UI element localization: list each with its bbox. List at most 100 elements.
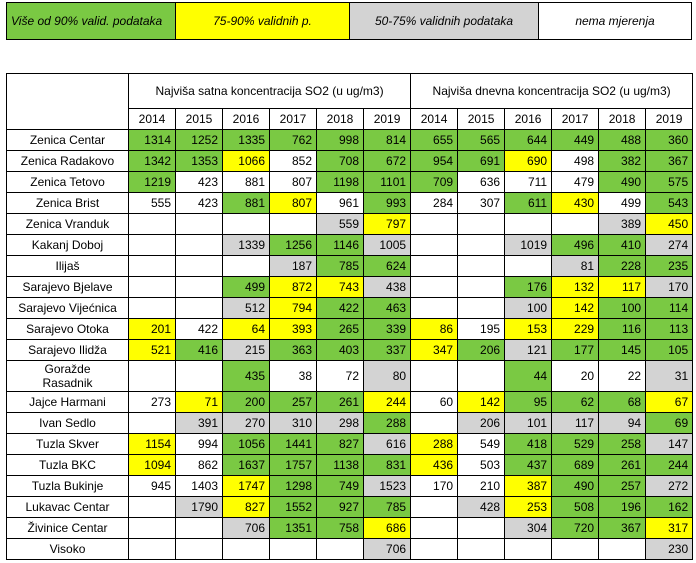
station-name: Tuzla BKC: [6, 454, 129, 476]
table-row: Ilijaš 187 785 624 81 228 235: [6, 255, 694, 277]
daily-value-cell: 389: [598, 213, 647, 235]
daily-value-cell: [410, 213, 459, 235]
daily-value-cell: 69: [645, 412, 694, 434]
year-header: 2018: [316, 108, 364, 130]
hourly-value-cell: 827: [316, 433, 364, 455]
daily-value-cell: 81: [551, 255, 600, 277]
daily-value-cell: 503: [457, 454, 506, 476]
daily-value-cell: 274: [645, 234, 694, 256]
daily-value-cell: 437: [504, 454, 553, 476]
hourly-value-cell: 187: [269, 255, 317, 277]
table-row: Zenica Tetovo 1219 423 881 807 1198 1101 709 636…: [6, 171, 694, 193]
table-row: Zenica Vranduk 559 797 389 450: [6, 213, 694, 235]
daily-value-cell: 257: [598, 475, 647, 497]
daily-value-cell: [457, 213, 506, 235]
hourly-value-cell: 807: [269, 171, 317, 193]
hourly-value-cell: 1747: [222, 475, 270, 497]
table-row: Sarajevo Otoka 201 422 64 393 265 339 86 195 153 2…: [6, 318, 694, 340]
daily-value-cell: 60: [410, 391, 459, 413]
daily-value-cell: 244: [645, 454, 694, 476]
hourly-value-cell: 1219: [128, 171, 176, 193]
station-name: Ilijaš: [6, 255, 129, 277]
daily-value-cell: 418: [504, 433, 553, 455]
hourly-value-cell: [175, 276, 223, 298]
daily-value-cell: 690: [504, 150, 553, 172]
hourly-value-cell: 1552: [269, 496, 317, 518]
daily-value-cell: 720: [551, 517, 600, 539]
daily-value-cell: 387: [504, 475, 553, 497]
daily-value-cell: 689: [551, 454, 600, 476]
hourly-value-cell: 1441: [269, 433, 317, 455]
hourly-value-cell: 1094: [128, 454, 176, 476]
daily-value-cell: 105: [645, 339, 694, 361]
color-legend: Više od 90% valid. podataka 75-90% valid…: [6, 2, 692, 40]
hourly-value-cell: 961: [316, 192, 364, 214]
hourly-value-cell: 758: [316, 517, 364, 539]
year-header: 2015: [175, 108, 223, 130]
daily-value-cell: 101: [504, 412, 553, 434]
daily-value-cell: 529: [551, 433, 600, 455]
daily-value-cell: 31: [645, 360, 694, 392]
hourly-value-cell: 288: [362, 412, 412, 434]
station-name: Živinice Centar: [6, 517, 129, 539]
hourly-value-cell: 1637: [222, 454, 270, 476]
hourly-value-cell: 403: [316, 339, 364, 361]
hourly-value-cell: 422: [316, 297, 364, 319]
station-name: Sarajevo Ilidža: [6, 339, 129, 361]
hourly-value-cell: 555: [128, 192, 176, 214]
daily-value-cell: [551, 538, 600, 560]
daily-value-cell: [410, 496, 459, 518]
daily-value-cell: 121: [504, 339, 553, 361]
hourly-value-cell: 1066: [222, 150, 270, 172]
hourly-value-cell: 1056: [222, 433, 270, 455]
daily-value-cell: 711: [504, 171, 553, 193]
daily-value-cell: [504, 538, 553, 560]
hourly-value-cell: [175, 538, 223, 560]
table-row: Ivan Sedlo 391 270 310 298 288 206 101 117 94 69: [6, 412, 694, 434]
hourly-value-cell: 814: [362, 129, 412, 151]
year-header: 2019: [362, 108, 412, 130]
hourly-value-cell: 762: [269, 129, 317, 151]
daily-value-cell: [598, 538, 647, 560]
legend-green: Više od 90% valid. podataka: [6, 2, 176, 40]
table-row: Sarajevo Ilidža 521 416 215 363 403 337 347 206 1…: [6, 339, 694, 361]
table-row: Lukavac Centar 1790 827 1552 927 785 428 253 508…: [6, 496, 694, 518]
daily-value-cell: 284: [410, 192, 459, 214]
daily-value-cell: [457, 234, 506, 256]
hourly-value-cell: 391: [175, 412, 223, 434]
station-name: Tuzla Skver: [6, 433, 129, 455]
hourly-value-cell: 1154: [128, 433, 176, 455]
daily-value-cell: 367: [598, 517, 647, 539]
station-name: Visoko: [6, 538, 129, 560]
daily-value-cell: 575: [645, 171, 694, 193]
hourly-value-cell: 38: [269, 360, 317, 392]
hourly-value-cell: 422: [175, 318, 223, 340]
table-row: Kakanj Doboj 1339 1256 1146 1005 1019 496 410 27…: [6, 234, 694, 256]
daily-value-cell: 488: [598, 129, 647, 151]
hourly-value-cell: [128, 297, 176, 319]
hourly-value-cell: 215: [222, 339, 270, 361]
hourly-value-cell: 1198: [316, 171, 364, 193]
year-header: 2014: [410, 108, 459, 130]
daily-value-cell: 288: [410, 433, 459, 455]
hourly-header: Najviša satna koncentracija SO2 (u ug/m3…: [127, 73, 412, 109]
hourly-value-cell: [222, 255, 270, 277]
daily-value-cell: 450: [645, 213, 694, 235]
daily-value-cell: [410, 360, 459, 392]
station-name: Ivan Sedlo: [6, 412, 129, 434]
year-header: 2015: [457, 108, 506, 130]
hourly-value-cell: 363: [269, 339, 317, 361]
station-name: Tuzla Bukinje: [6, 475, 129, 497]
so2-concentration-table: Najviša satna koncentracija SO2 (u ug/m3…: [6, 73, 694, 560]
daily-value-cell: [504, 213, 553, 235]
daily-value-cell: 691: [457, 150, 506, 172]
station-name: Sarajevo Otoka: [6, 318, 129, 340]
daily-value-cell: 317: [645, 517, 694, 539]
daily-value-cell: 116: [598, 318, 647, 340]
hourly-value-cell: [222, 538, 270, 560]
hourly-value-cell: 797: [362, 213, 412, 235]
station-name: Zenica Centar: [6, 129, 129, 151]
daily-value-cell: 117: [551, 412, 600, 434]
hourly-value-cell: 72: [316, 360, 364, 392]
daily-value-cell: 176: [504, 276, 553, 298]
